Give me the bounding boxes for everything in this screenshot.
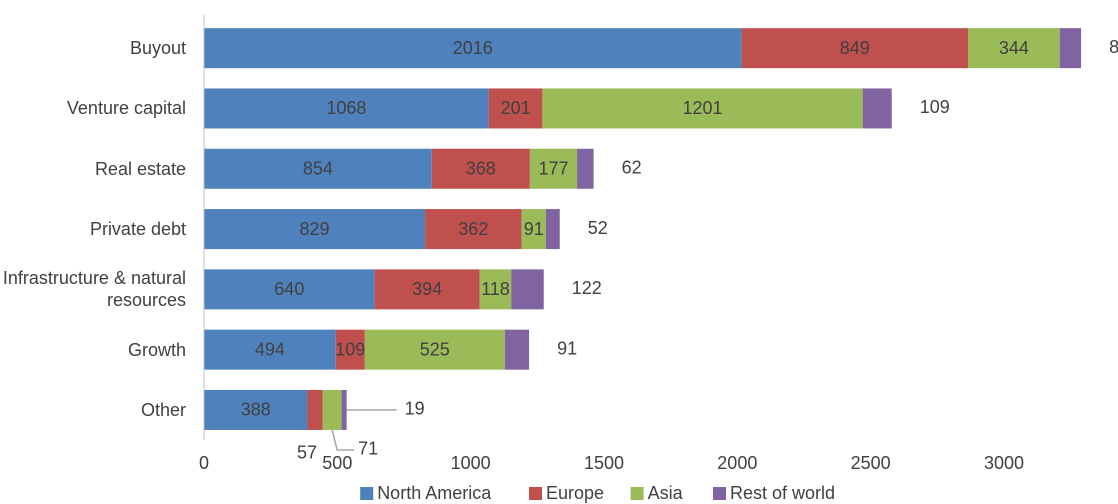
bar-segment xyxy=(1059,28,1082,69)
leader-line xyxy=(331,429,355,451)
data-label: 91 xyxy=(524,219,544,239)
bar-segment xyxy=(307,389,323,430)
y-tick-label-box: Private debt xyxy=(89,219,186,240)
y-tick-label-box: Growth xyxy=(127,339,186,360)
x-tick-label: 1000 xyxy=(451,453,491,473)
data-label: 109 xyxy=(920,97,950,117)
data-label: 62 xyxy=(622,158,642,178)
bar-segment xyxy=(504,329,530,370)
legend-swatch xyxy=(630,487,644,500)
bar-segment xyxy=(968,28,1060,69)
x-tick-label: 3000 xyxy=(984,453,1024,473)
bar-segment xyxy=(577,148,594,189)
bar-segment xyxy=(204,148,432,189)
y-tick-label: Venture capital xyxy=(66,98,186,119)
data-label: 368 xyxy=(466,159,496,179)
data-label: 19 xyxy=(405,399,425,419)
x-tick-label: 2500 xyxy=(851,453,891,473)
data-label: 525 xyxy=(420,339,450,359)
y-tick-label-box: Venture capital xyxy=(66,98,186,119)
bar-segment xyxy=(335,329,365,370)
data-label: 854 xyxy=(303,159,333,179)
x-tick-label: 500 xyxy=(322,453,352,473)
legend-swatch xyxy=(713,487,726,500)
x-tick-label: 0 xyxy=(199,453,209,473)
x-tick-label: 2000 xyxy=(717,453,757,473)
bar-segment xyxy=(204,329,336,370)
bar-segment xyxy=(425,209,522,250)
data-label: 122 xyxy=(572,278,602,298)
bar-segment xyxy=(341,389,347,430)
y-tick-label: Real estate xyxy=(94,158,186,179)
bar-segment xyxy=(542,88,863,129)
data-label: 1201 xyxy=(683,98,723,118)
legend-label: Asia xyxy=(648,483,684,503)
y-tick-label: Infrastructure & natural resources xyxy=(2,268,186,311)
bar-segment xyxy=(511,269,544,310)
y-tick-label: Buyout xyxy=(129,38,186,59)
legend-label: Rest of world xyxy=(730,483,835,503)
y-tick-label-box: Infrastructure & natural resources xyxy=(2,268,186,311)
data-label: 91 xyxy=(557,338,577,358)
legend-label: Europe xyxy=(546,483,604,503)
data-label: 362 xyxy=(458,219,488,239)
bar-segment xyxy=(479,269,512,310)
y-tick-label: Other xyxy=(140,399,186,420)
bar-segment xyxy=(204,389,308,430)
data-label: 849 xyxy=(840,38,870,58)
data-label: 118 xyxy=(481,279,510,299)
bar-segment xyxy=(862,88,892,129)
bar-segment xyxy=(364,329,505,370)
bar-segment xyxy=(204,28,742,69)
bar-segment xyxy=(741,28,968,69)
data-label: 344 xyxy=(999,38,1029,58)
bar-segment xyxy=(529,148,578,189)
bar-segment xyxy=(204,269,375,310)
y-tick-label-box: Real estate xyxy=(94,158,186,179)
bar-segment xyxy=(488,88,543,129)
data-label: 52 xyxy=(588,218,608,238)
legend-label: North America xyxy=(377,483,492,503)
data-label: 80 xyxy=(1109,37,1118,57)
y-tick-label: Private debt xyxy=(89,219,186,240)
data-label: 177 xyxy=(538,159,568,179)
bar-segment xyxy=(545,209,560,250)
y-tick-label-box: Buyout xyxy=(129,38,186,59)
bar-segment xyxy=(431,148,530,189)
data-label: 57 xyxy=(297,443,317,463)
data-label: 109 xyxy=(335,339,365,359)
x-tick-label: 1500 xyxy=(584,453,624,473)
y-tick-label: Growth xyxy=(127,339,186,360)
data-label: 71 xyxy=(358,439,378,459)
bar-segment xyxy=(374,269,480,310)
data-label: 829 xyxy=(300,219,330,239)
bar-segment xyxy=(322,389,342,430)
data-label: 388 xyxy=(241,400,271,420)
bar-segment xyxy=(204,88,489,129)
legend-swatch xyxy=(529,487,542,500)
data-label: 640 xyxy=(274,279,304,299)
data-label: 394 xyxy=(412,279,442,299)
data-label: 1068 xyxy=(326,98,366,118)
bar-segment xyxy=(204,209,426,250)
data-label: 2016 xyxy=(453,38,493,58)
data-label: 201 xyxy=(501,98,531,118)
legend-swatch xyxy=(360,487,374,500)
data-label: 494 xyxy=(255,339,285,359)
bar-segment xyxy=(521,209,546,250)
y-tick-label-box: Other xyxy=(140,399,186,420)
